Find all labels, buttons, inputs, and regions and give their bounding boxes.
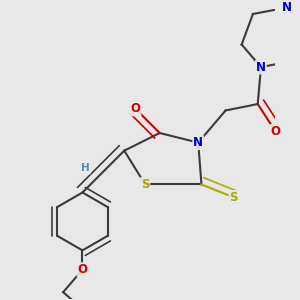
Text: N: N: [256, 61, 266, 74]
Text: S: S: [141, 178, 149, 191]
Text: N: N: [193, 136, 203, 149]
Text: O: O: [77, 263, 88, 276]
Text: S: S: [230, 191, 238, 204]
Text: N: N: [282, 1, 292, 14]
Text: H: H: [81, 164, 90, 173]
Text: O: O: [270, 125, 280, 138]
Text: O: O: [130, 102, 140, 116]
